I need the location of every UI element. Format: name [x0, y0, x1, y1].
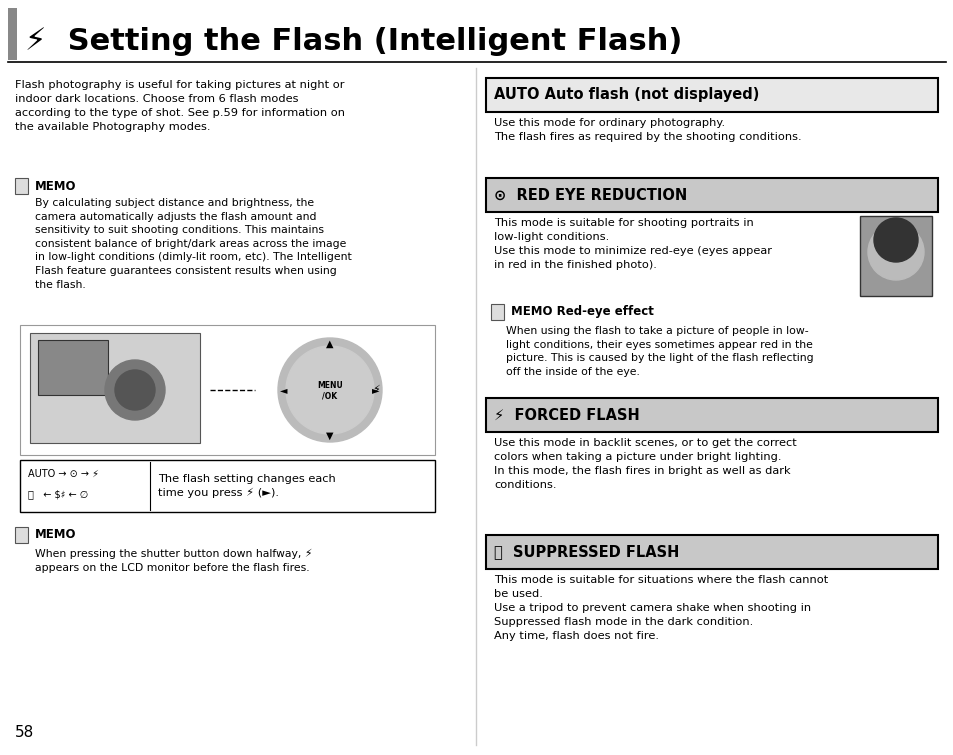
Bar: [859, 216, 931, 296]
Text: ◄: ◄: [280, 385, 288, 395]
Text: ⚡: ⚡: [372, 385, 379, 395]
Text: ▼: ▼: [326, 431, 334, 441]
Bar: [15, 178, 28, 194]
Text: 58: 58: [15, 725, 34, 740]
Bar: [485, 398, 937, 432]
Bar: [15, 527, 28, 543]
Text: /OK: /OK: [322, 392, 337, 400]
Text: This mode is suitable for shooting portraits in
low-light conditions.
Use this m: This mode is suitable for shooting portr…: [494, 218, 771, 270]
Text: Use this mode for ordinary photography.
The flash fires as required by the shoot: Use this mode for ordinary photography. …: [494, 118, 801, 142]
Text: MEMO: MEMO: [35, 180, 76, 193]
Bar: [485, 78, 937, 112]
Circle shape: [105, 360, 165, 420]
Text: ⊙  RED EYE REDUCTION: ⊙ RED EYE REDUCTION: [494, 187, 686, 202]
Text: When pressing the shutter button down halfway, ⚡
appears on the LCD monitor befo: When pressing the shutter button down ha…: [35, 549, 313, 573]
Text: By calculating subject distance and brightness, the
camera automatically adjusts: By calculating subject distance and brig…: [35, 198, 352, 290]
Bar: [38, 340, 108, 395]
Text: Use this mode in backlit scenes, or to get the correct
colors when taking a pict: Use this mode in backlit scenes, or to g…: [494, 438, 796, 490]
Text: This mode is suitable for situations where the flash cannot
be used.
Use a tripo: This mode is suitable for situations whe…: [494, 575, 827, 641]
Text: Ⓣ  SUPPRESSED FLASH: Ⓣ SUPPRESSED FLASH: [494, 544, 679, 559]
Text: The flash setting changes each
time you press ⚡ (►).: The flash setting changes each time you …: [158, 474, 335, 498]
Bar: [485, 535, 937, 569]
Circle shape: [873, 218, 917, 262]
Text: ►: ►: [372, 385, 379, 395]
Text: ⚡  FORCED FLASH: ⚡ FORCED FLASH: [494, 408, 639, 423]
Bar: [20, 325, 435, 455]
Bar: [8, 8, 17, 60]
Text: Flash photography is useful for taking pictures at night or
indoor dark location: Flash photography is useful for taking p…: [15, 80, 345, 132]
Circle shape: [115, 370, 154, 410]
Text: MEMO: MEMO: [35, 528, 76, 541]
Bar: [30, 333, 200, 443]
Text: ⚡  Setting the Flash (Intelligent Flash): ⚡ Setting the Flash (Intelligent Flash): [25, 27, 681, 57]
Bar: [485, 178, 937, 212]
Text: Ⓣ   ← $♯ ← ∅: Ⓣ ← $♯ ← ∅: [28, 489, 89, 499]
Text: AUTO Auto flash (not displayed): AUTO Auto flash (not displayed): [494, 88, 759, 103]
Bar: [20, 460, 435, 512]
Text: AUTO → ⊙ → ⚡: AUTO → ⊙ → ⚡: [28, 469, 99, 479]
Text: MENU: MENU: [316, 381, 342, 390]
Circle shape: [286, 346, 374, 434]
Text: ▲: ▲: [326, 339, 334, 349]
Text: MEMO Red-eye effect: MEMO Red-eye effect: [511, 306, 653, 319]
Circle shape: [277, 338, 381, 442]
Text: When using the flash to take a picture of people in low-
light conditions, their: When using the flash to take a picture o…: [505, 326, 813, 377]
Bar: [491, 304, 503, 320]
Circle shape: [867, 224, 923, 280]
